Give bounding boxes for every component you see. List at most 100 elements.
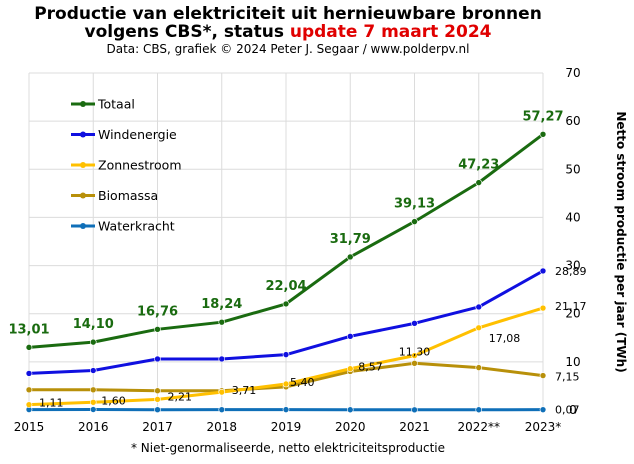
data-label: 22,04 — [265, 279, 306, 294]
data-point — [218, 355, 226, 363]
series-lines — [25, 130, 547, 414]
data-label: 28,89 — [555, 265, 587, 278]
legend-marker — [80, 131, 86, 138]
data-point — [89, 386, 97, 394]
data-labels: 13,01 14,10 16,76 18,24 22,04 31,79 39,13 47,23… — [8, 109, 586, 416]
chart-title-line2: volgens CBS*, status update 7 maart 2024 — [85, 22, 492, 42]
legend-label: Biomassa — [98, 188, 158, 203]
chart-title-line1: Productie van elektriciteit uit hernieuw… — [34, 4, 542, 24]
y-tick-label: 30 — [565, 259, 580, 273]
data-label: 1,60 — [101, 394, 126, 407]
data-point — [475, 324, 483, 332]
data-point — [154, 396, 161, 403]
legend-label: Totaal — [97, 97, 135, 112]
data-point — [25, 370, 33, 377]
data-point — [282, 406, 290, 413]
chart-title-line2-black: volgens CBS*, status — [85, 22, 290, 42]
data-point — [218, 388, 226, 396]
data-point — [25, 386, 33, 394]
data-point — [282, 351, 290, 358]
data-label: 13,01 — [8, 322, 49, 337]
data-point — [218, 406, 226, 413]
data-label: 31,79 — [330, 232, 371, 247]
data-point — [411, 352, 418, 359]
data-point — [475, 303, 483, 311]
chart-subtitle: Data: CBS, grafiek © 2024 Peter J. Segaa… — [107, 42, 470, 56]
y-tick-label: 40 — [565, 210, 580, 224]
x-tick-label: 2016 — [78, 420, 109, 434]
data-label: 16,76 — [137, 304, 178, 319]
y-tick-label: 10 — [565, 355, 580, 369]
data-point — [154, 387, 161, 395]
data-point — [346, 406, 354, 414]
legend-marker — [80, 192, 86, 199]
y-axis-label: Netto stroom productie per jaar (TWh) — [614, 111, 628, 372]
x-tick-label: 2015 — [14, 420, 45, 434]
data-point — [346, 365, 354, 373]
legend-marker — [80, 162, 86, 168]
legend-label: Windenergie — [98, 127, 177, 142]
data-point — [539, 406, 547, 413]
data-point — [218, 318, 226, 326]
legend-label: Zonnestroom — [98, 158, 182, 173]
y-tick-label: 70 — [565, 66, 580, 80]
data-point — [411, 320, 418, 327]
data-point — [539, 267, 547, 275]
y-tick-label: 0 — [569, 403, 577, 417]
x-tick-label: 2019 — [271, 420, 302, 434]
data-point — [282, 300, 290, 308]
legend-label: Waterkracht — [98, 219, 175, 234]
legend: Totaal Windenergie Zonnestroom Biomassa Wate… — [71, 97, 182, 234]
data-label: 3,71 — [232, 384, 257, 397]
data-point — [539, 304, 547, 312]
y-tick-label: 20 — [565, 307, 580, 321]
y-tick-label: 60 — [565, 114, 580, 128]
data-point — [539, 372, 547, 379]
data-label: 1,11 — [39, 397, 64, 410]
x-tick-label: 2018 — [206, 420, 237, 434]
x-tick-label: 2021 — [399, 420, 430, 434]
data-point — [475, 179, 483, 186]
data-label: 14,10 — [73, 317, 114, 332]
x-tick-label: 2017 — [142, 420, 173, 434]
chart-title-line2-red: update 7 maart 2024 — [290, 22, 492, 42]
footnote: * Niet-genormaliseerde, netto elektricit… — [131, 441, 445, 455]
data-point — [25, 401, 33, 408]
data-point — [89, 398, 97, 406]
data-point — [89, 367, 97, 374]
data-point — [411, 218, 418, 225]
data-label: 2,21 — [168, 390, 193, 403]
data-label: 17,08 — [489, 332, 521, 345]
data-point — [25, 344, 33, 351]
data-label: 7,15 — [555, 371, 580, 384]
y-axis-ticks: 0 10 20 30 40 50 60 70 — [565, 66, 580, 417]
data-point — [346, 333, 354, 340]
x-tick-label: 2020 — [335, 420, 366, 434]
data-label: 5,40 — [290, 376, 315, 389]
data-point — [154, 406, 161, 414]
data-point — [539, 130, 547, 138]
data-point — [282, 380, 290, 388]
data-label: 18,24 — [201, 297, 242, 312]
data-point — [346, 253, 354, 261]
data-point — [475, 406, 483, 414]
data-point — [475, 364, 483, 371]
data-label: 11,30 — [399, 345, 431, 358]
legend-marker — [80, 101, 86, 107]
data-point — [154, 355, 161, 363]
data-point — [411, 360, 418, 367]
legend-marker — [80, 223, 86, 229]
data-label: 57,27 — [522, 109, 563, 124]
x-tick-label: 2022** — [457, 420, 500, 434]
x-tick-label: 2023* — [525, 420, 562, 434]
data-point — [89, 338, 97, 346]
data-label: 21,17 — [555, 300, 587, 313]
data-point — [154, 326, 161, 333]
data-point — [411, 406, 418, 414]
y-tick-label: 50 — [565, 162, 580, 176]
data-label: 39,13 — [394, 197, 435, 212]
data-label: 47,23 — [458, 158, 499, 173]
data-label: 8,57 — [358, 361, 383, 374]
